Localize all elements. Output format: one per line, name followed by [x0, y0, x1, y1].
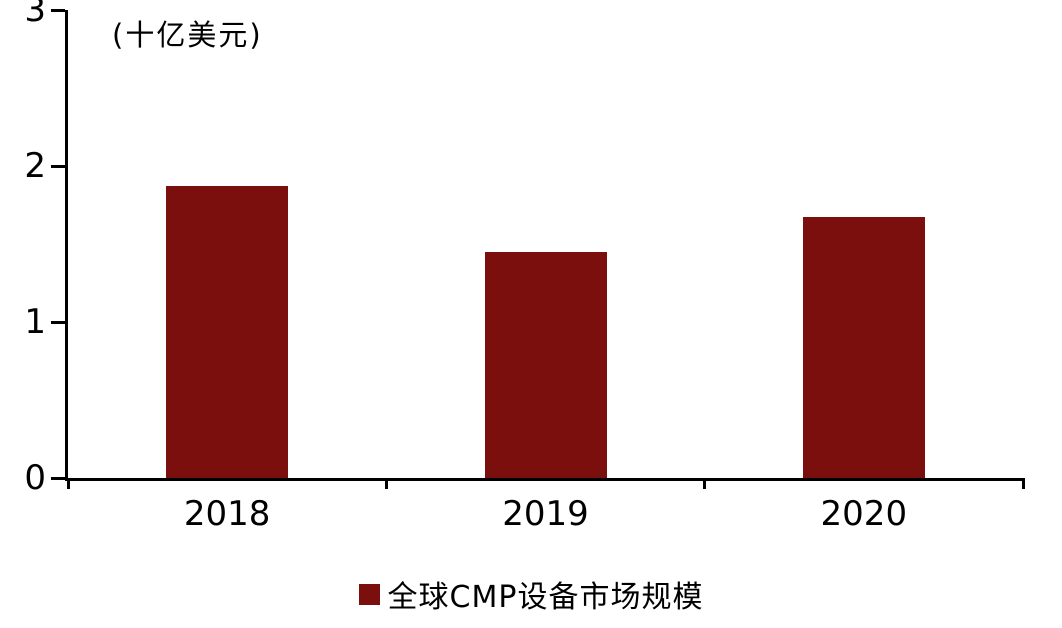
bar-2019	[484, 252, 607, 478]
x-tick-mark	[384, 478, 388, 489]
y-tick-label: 1	[24, 302, 46, 342]
legend-swatch-icon	[358, 583, 380, 605]
bar-2018	[166, 186, 289, 478]
y-tick-label: 3	[24, 0, 46, 30]
y-tick-label: 0	[24, 458, 46, 498]
x-tick-mark	[66, 478, 70, 489]
legend-label: 全球CMP设备市场规模	[387, 580, 704, 615]
bar-2020	[802, 217, 925, 478]
x-label-2020: 2020	[820, 494, 908, 534]
x-tick-mark	[703, 478, 707, 489]
x-label-2019: 2019	[502, 494, 589, 534]
unit-label: (十亿美元)	[112, 18, 263, 52]
x-label-2018: 2018	[183, 494, 271, 534]
y-tick-mark	[51, 8, 65, 12]
x-tick-mark	[1021, 478, 1025, 489]
y-tick-mark	[51, 164, 65, 168]
plot-area: 0 1 2 3 2018 2019 2020	[24, 0, 1025, 534]
y-tick-mark	[51, 476, 65, 480]
legend: 全球CMP设备市场规模	[0, 572, 1062, 616]
y-tick-mark	[51, 320, 65, 324]
y-tick-label: 2	[24, 146, 46, 186]
